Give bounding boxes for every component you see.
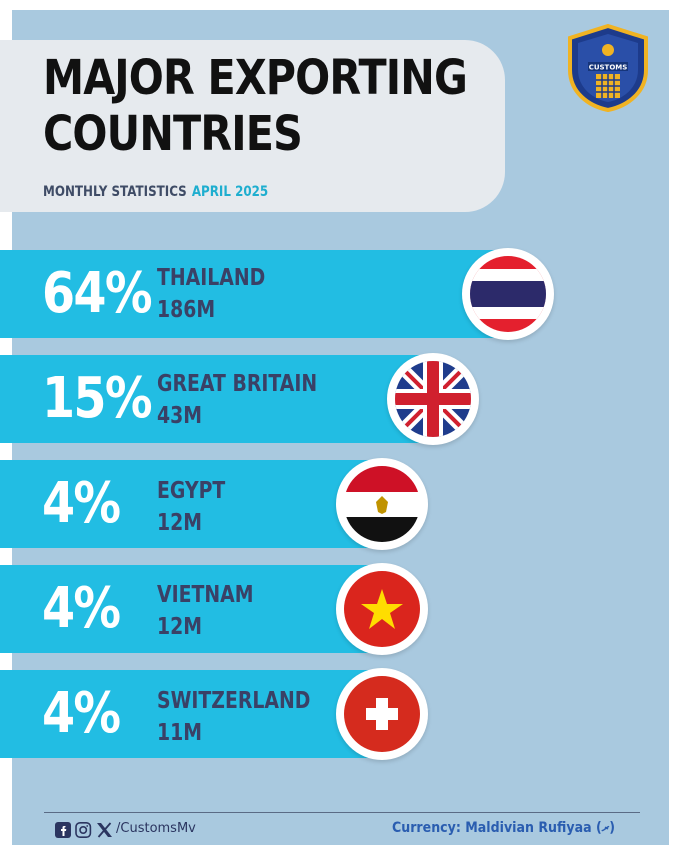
bar-egypt: [0, 460, 378, 548]
country-name: THAILAND: [157, 265, 266, 291]
bar-thailand: [0, 250, 512, 338]
customs-logo: CUSTOMS: [568, 24, 648, 112]
country-name: EGYPT: [157, 478, 226, 504]
country-value: 12M: [157, 510, 203, 536]
subtitle: MONTHLY STATISTICS APRIL 2025: [43, 184, 268, 200]
social-handle[interactable]: /CustomsMv: [116, 821, 196, 836]
social-icons: [55, 822, 112, 838]
footer-divider: [44, 812, 640, 813]
logo-text: CUSTOMS: [589, 64, 628, 72]
country-value: 186M: [157, 297, 216, 323]
bar-great-britain: [0, 355, 432, 443]
thailand-flag: [462, 248, 554, 340]
vietnam-flag: [336, 563, 428, 655]
bar-vietnam: [0, 565, 378, 653]
percent-label: 64%: [42, 261, 153, 326]
switzerland-flag: [336, 668, 428, 760]
country-value: 43M: [157, 403, 203, 429]
subtitle-label: MONTHLY STATISTICS: [43, 184, 187, 200]
instagram-icon[interactable]: [75, 822, 92, 838]
subtitle-period: APRIL 2025: [191, 184, 269, 200]
title-card: [0, 40, 505, 212]
country-value: 11M: [157, 720, 203, 746]
bar-switzerland: [0, 670, 378, 758]
percent-label: 4%: [42, 471, 121, 536]
percent-label: 15%: [42, 366, 153, 431]
x-icon[interactable]: [97, 822, 112, 838]
currency-note: Currency: Maldivian Rufiyaa (ރ): [392, 820, 616, 836]
country-value: 12M: [157, 614, 203, 640]
uk-flag: [387, 353, 479, 445]
title-line-2: COUNTRIES: [43, 106, 303, 162]
facebook-icon[interactable]: [55, 822, 71, 838]
percent-label: 4%: [42, 681, 121, 746]
country-name: VIETNAM: [157, 582, 254, 608]
country-name: SWITZERLAND: [157, 688, 311, 714]
egypt-flag: [336, 458, 428, 550]
country-name: GREAT BRITAIN: [157, 371, 318, 397]
page-title: MAJOR EXPORTING COUNTRIES: [43, 50, 525, 162]
percent-label: 4%: [42, 576, 121, 641]
title-line-1: MAJOR EXPORTING: [43, 50, 468, 106]
